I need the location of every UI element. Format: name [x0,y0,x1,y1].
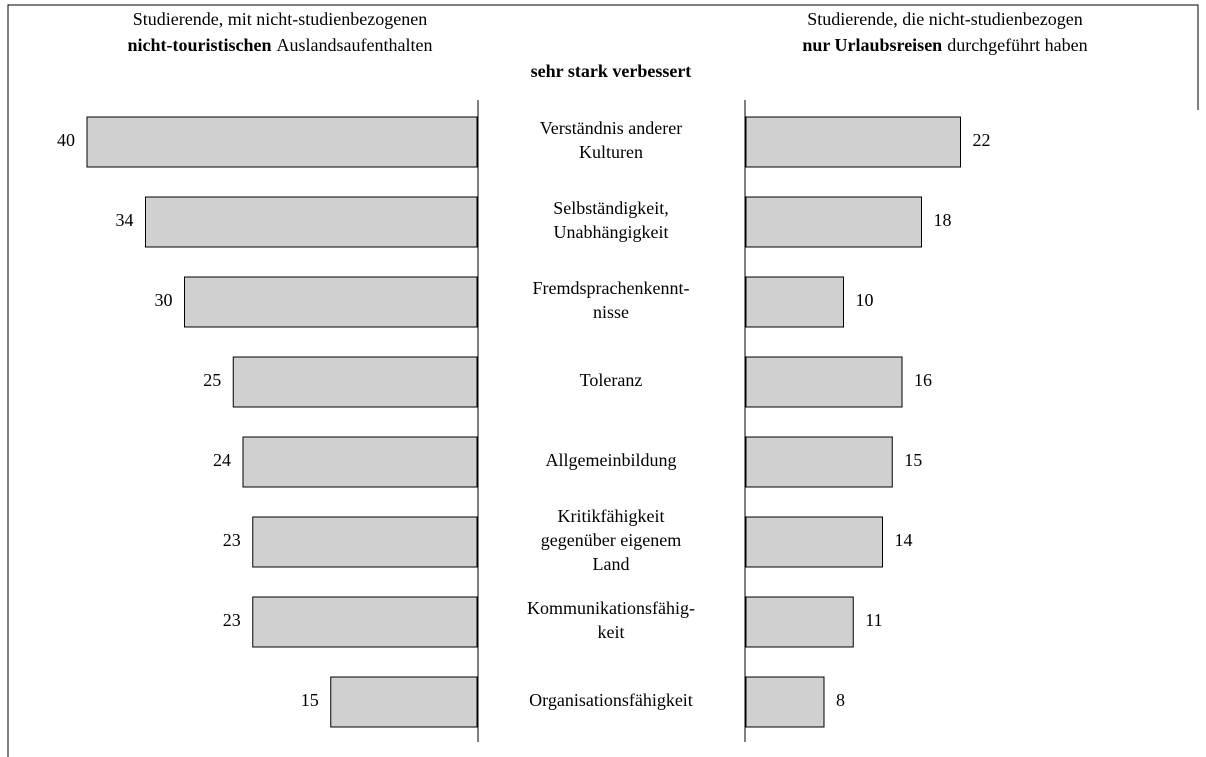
value-label: 15 [904,450,922,470]
category-label: keit [598,622,625,642]
series-header-bold: nicht-touristischen [128,35,272,55]
series-header: Studierende, mit nicht-studienbezogenen [133,9,427,29]
category-label: Allgemeinbildung [546,450,677,470]
category-label: Fremdsprachenkennt- [533,278,690,298]
value-label: 22 [973,130,991,150]
series-header-rest: durchgeführt haben [947,35,1087,55]
bar [242,436,478,488]
center-title: sehr stark verbessert [531,61,692,81]
value-label: 34 [116,210,134,230]
bar [745,596,854,648]
category-label: nisse [593,302,629,322]
category-label: Kulturen [579,142,643,162]
category-label: Kommunikationsfähig- [527,598,695,618]
category-label: Toleranz [580,370,643,390]
frame [7,4,1199,757]
value-label: 10 [856,290,874,310]
value-label: 25 [203,370,221,390]
bar [745,196,922,248]
bar [232,356,478,408]
value-label: 16 [914,370,932,390]
value-label: 18 [934,210,952,230]
bar [745,436,893,488]
bar [252,596,478,648]
category-label: Verständnis anderer [540,118,682,138]
category-label: Selbständigkeit, [553,198,669,218]
value-label: 23 [223,530,241,550]
bar [145,196,478,248]
category-label: Unabhängigkeit [554,222,669,242]
series-header: nicht-touristischen Auslandsaufenthalten [128,35,433,55]
category-label: Land [593,554,630,574]
category-label: gegenüber eigenem [541,530,681,550]
bar [745,276,844,328]
bar [745,516,883,568]
category-label: Kritikfähigkeit [558,506,665,526]
value-label: 11 [865,610,882,630]
series-header-rest: Auslandsaufenthalten [277,35,433,55]
bar [745,116,961,168]
value-label: 14 [895,530,913,550]
bar [184,276,478,328]
bar [252,516,478,568]
bar [745,676,825,728]
value-label: 30 [155,290,173,310]
value-label: 15 [301,690,319,710]
value-label: 24 [213,450,231,470]
series-header: nur Urlaubsreisen durchgeführt haben [802,35,1087,55]
category-label: Organisationsfähigkeit [529,690,693,710]
value-label: 23 [223,610,241,630]
bar [330,676,478,728]
value-label: 40 [57,130,75,150]
series-header-bold: nur Urlaubsreisen [802,35,942,55]
bar [745,356,903,408]
value-label: 8 [836,690,845,710]
bar [86,116,478,168]
series-header: Studierende, die nicht-studienbezogen [807,9,1082,29]
